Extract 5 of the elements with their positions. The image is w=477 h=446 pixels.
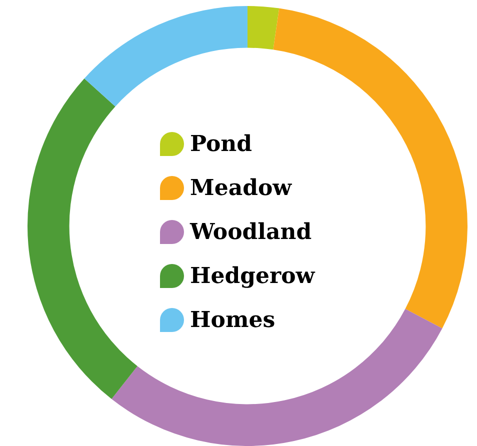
legend-label: Pond [190, 131, 252, 157]
legend-label: Meadow [190, 175, 292, 201]
legend-label: Hedgerow [190, 263, 315, 289]
legend-label: Homes [190, 307, 276, 333]
legend-label: Woodland [190, 219, 312, 245]
